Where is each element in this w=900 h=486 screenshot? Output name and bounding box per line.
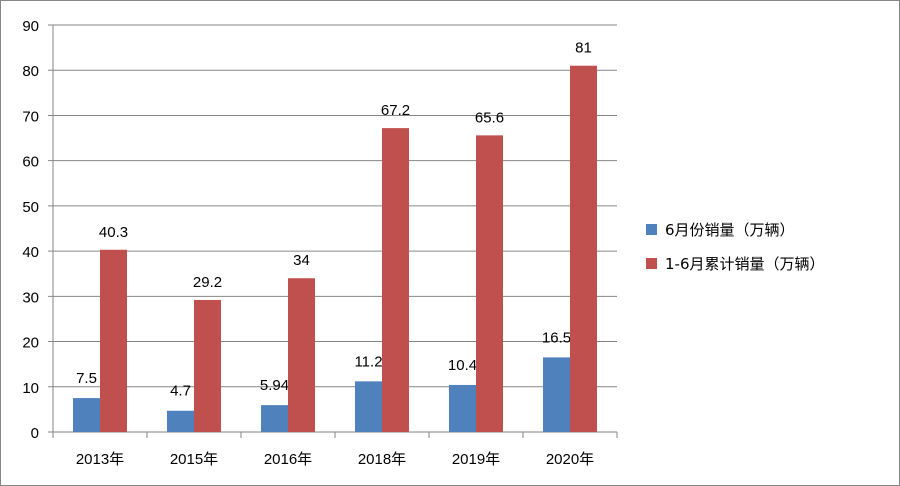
y-tick-label: 80 [22,63,39,80]
x-tick-label: 2020年 [546,451,594,468]
bar-cumulative [382,128,409,432]
legend-swatch-monthly [646,223,657,235]
bar-monthly [449,384,476,432]
data-label: 65.6 [475,109,504,126]
y-tick-label: 20 [22,335,39,352]
data-label: 4.7 [170,383,191,400]
data-label: 29.2 [193,274,222,291]
y-tick-label: 90 [22,18,39,35]
bar-monthly [167,410,194,432]
bar-cumulative [288,278,315,432]
x-tick-label: 2018年 [358,451,406,468]
data-label: 5.94 [260,377,289,394]
bar-cumulative [570,65,597,432]
legend-item-monthly: 6月份销量（万辆） [646,212,825,246]
y-tick-label: 40 [22,244,39,261]
bar-cumulative [100,249,127,432]
bar-monthly [355,381,382,432]
legend: 6月份销量（万辆） 1-6月累计销量（万辆） [646,212,825,280]
x-tick-label: 2013年 [76,451,124,468]
data-label: 16.5 [542,329,571,346]
y-tick-label: 70 [22,108,39,125]
bar-monthly [73,398,100,432]
data-label: 34 [293,252,310,269]
y-tick-label: 0 [31,425,39,442]
legend-label-cumulative: 1-6月累计销量（万辆） [665,254,825,273]
legend-item-cumulative: 1-6月累计销量（万辆） [646,246,825,280]
x-tick-label: 2015年 [170,451,218,468]
legend-swatch-cumulative [646,257,657,269]
data-label: 7.5 [76,370,97,387]
bar-monthly [543,357,570,432]
data-label: 67.2 [381,102,410,119]
data-label: 81 [575,40,592,57]
data-label: 10.4 [448,357,477,374]
y-tick-label: 10 [22,380,39,397]
y-tick-label: 60 [22,154,39,171]
x-tick-label: 2019年 [452,451,500,468]
bar-cumulative [476,135,503,432]
data-label: 11.2 [354,353,382,370]
bar-cumulative [194,299,221,432]
y-tick-label: 30 [22,289,39,306]
x-tick-label: 2016年 [264,451,312,468]
data-label: 40.3 [99,224,128,241]
bar-monthly [261,405,288,432]
legend-label-monthly: 6月份销量（万辆） [665,220,795,239]
y-tick-label: 50 [22,199,39,216]
